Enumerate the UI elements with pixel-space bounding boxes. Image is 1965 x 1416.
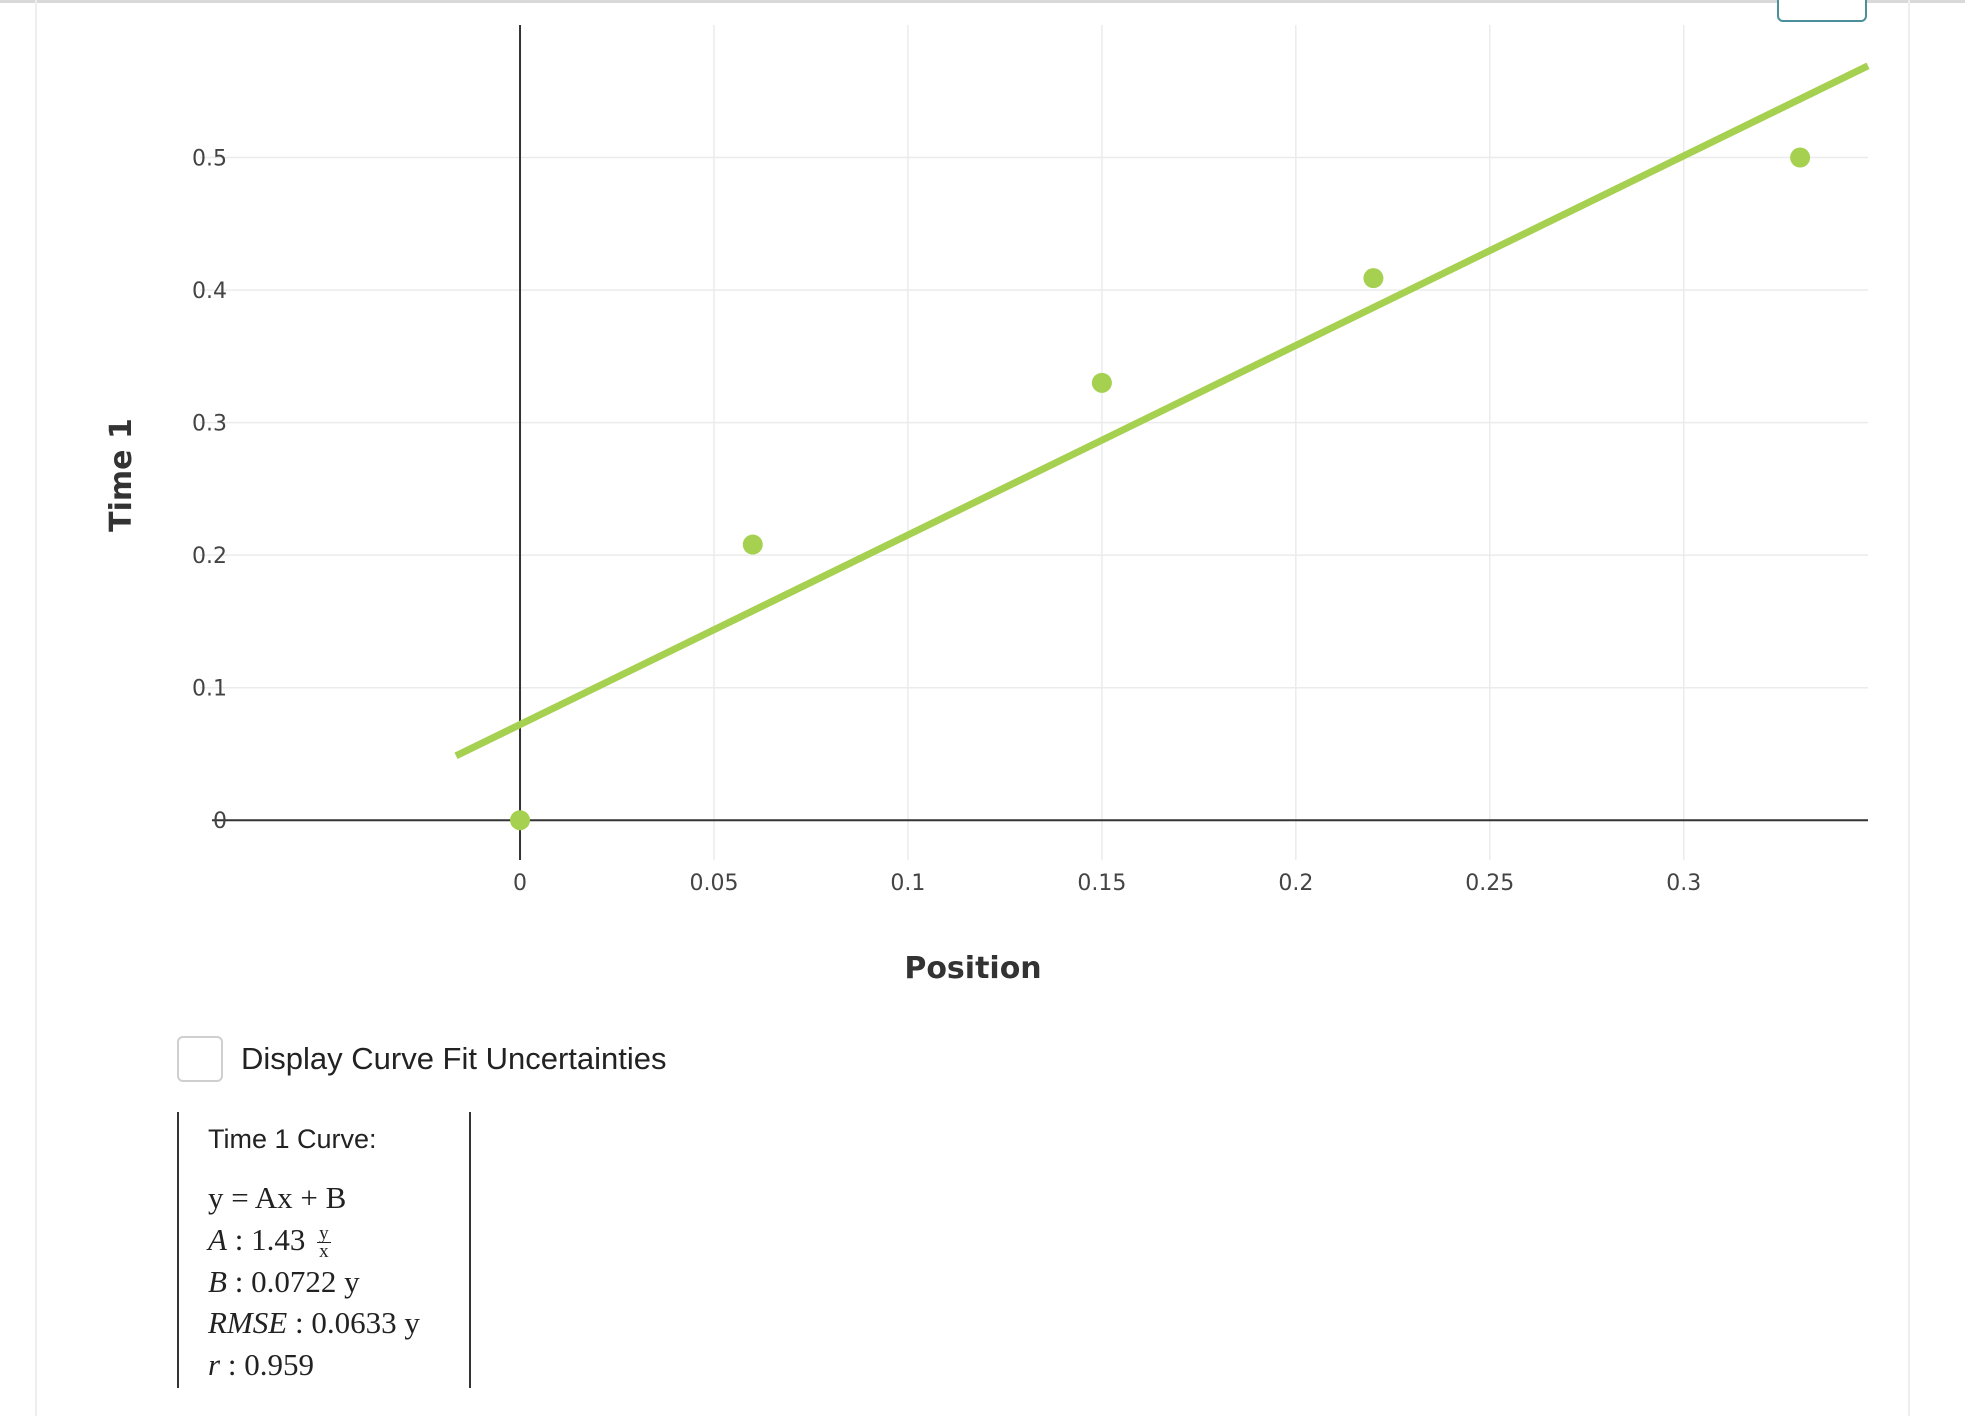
- fit-rmse-value: 0.0633 y: [311, 1305, 420, 1340]
- y-tick-label: 0.2: [192, 544, 227, 569]
- scatter-chart: 0 0.05 0.1 0.15 0.2 0.25 0.3 0 0.1 0.2 0.3 0.4 0.5 P…: [104, 25, 1870, 986]
- grid-lines: [200, 25, 1868, 860]
- x-tick-label: 0.3: [1666, 871, 1701, 896]
- data-point: [1091, 372, 1112, 393]
- data-point: [1790, 147, 1811, 168]
- fit-r: r : 0.959: [208, 1347, 314, 1382]
- fit-b-value: 0.0722 y: [251, 1264, 360, 1299]
- fit-title: Time 1 Curve:: [208, 1124, 377, 1154]
- fit-param-b: B : 0.0722 y: [208, 1264, 360, 1299]
- y-tick-label: 0.3: [192, 412, 227, 437]
- toolbar-button[interactable]: [1777, 0, 1867, 22]
- y-tick-label: 0: [213, 809, 227, 834]
- fit-line: [454, 62, 1870, 759]
- y-tick-label: 0.1: [192, 677, 227, 702]
- data-point: [742, 534, 763, 555]
- x-tick-label: 0: [513, 871, 527, 896]
- uncertainties-checkbox[interactable]: [177, 1036, 223, 1082]
- x-tick-label: 0.2: [1278, 871, 1313, 896]
- fit-a-unit-den: x: [319, 1241, 329, 1263]
- uncertainties-label: Display Curve Fit Uncertainties: [241, 1041, 667, 1076]
- fit-a-unit-num: y: [317, 1223, 331, 1245]
- y-tick-label: 0.4: [192, 279, 227, 304]
- x-tick-label: 0.05: [689, 871, 738, 896]
- x-tick-label: 0.25: [1465, 871, 1514, 896]
- fit-line-layer: [454, 62, 1870, 759]
- data-point: [1363, 268, 1384, 289]
- axes: [212, 25, 1868, 860]
- right-border: [1908, 0, 1910, 1416]
- uncertainties-toggle[interactable]: Display Curve Fit Uncertainties: [177, 1035, 667, 1083]
- fit-a-value: 1.43: [251, 1222, 306, 1257]
- left-border: [35, 0, 37, 1416]
- y-axis-title: Time 1: [104, 418, 139, 532]
- data-point: [510, 810, 531, 831]
- x-axis-title: Position: [904, 951, 1041, 986]
- fit-equation: y = Ax + B: [208, 1180, 347, 1215]
- x-tick-label: 0.15: [1077, 871, 1126, 896]
- tick-labels: 0 0.05 0.1 0.15 0.2 0.25 0.3 0 0.1 0.2 0.3 0.4 0.5: [192, 147, 1701, 896]
- top-border: [0, 0, 1965, 3]
- fit-rmse: RMSE : 0.0633 y: [208, 1305, 420, 1340]
- x-tick-label: 0.1: [890, 871, 925, 896]
- data-points: [510, 147, 1811, 831]
- fit-r-value: 0.959: [244, 1347, 314, 1382]
- y-tick-label: 0.5: [192, 147, 227, 172]
